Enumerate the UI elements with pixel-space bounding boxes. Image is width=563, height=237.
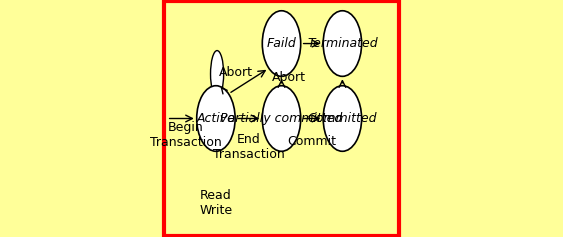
Text: Terminated: Terminated bbox=[307, 37, 378, 50]
Text: Abort: Abort bbox=[272, 71, 306, 84]
Text: Commit: Commit bbox=[287, 135, 336, 148]
Text: Read
Write: Read Write bbox=[199, 189, 233, 217]
Ellipse shape bbox=[262, 11, 301, 76]
Text: Begin
Transaction: Begin Transaction bbox=[150, 121, 221, 149]
Text: Active: Active bbox=[196, 112, 235, 125]
Ellipse shape bbox=[262, 86, 301, 151]
Text: Abort: Abort bbox=[219, 66, 253, 79]
Text: Committed: Committed bbox=[307, 112, 377, 125]
Ellipse shape bbox=[323, 11, 361, 76]
Text: End
Transaction: End Transaction bbox=[213, 133, 284, 161]
Ellipse shape bbox=[211, 50, 224, 97]
Ellipse shape bbox=[196, 86, 235, 151]
Text: Faild: Faild bbox=[267, 37, 296, 50]
Ellipse shape bbox=[323, 86, 361, 151]
Text: Partially committed: Partially committed bbox=[220, 112, 343, 125]
